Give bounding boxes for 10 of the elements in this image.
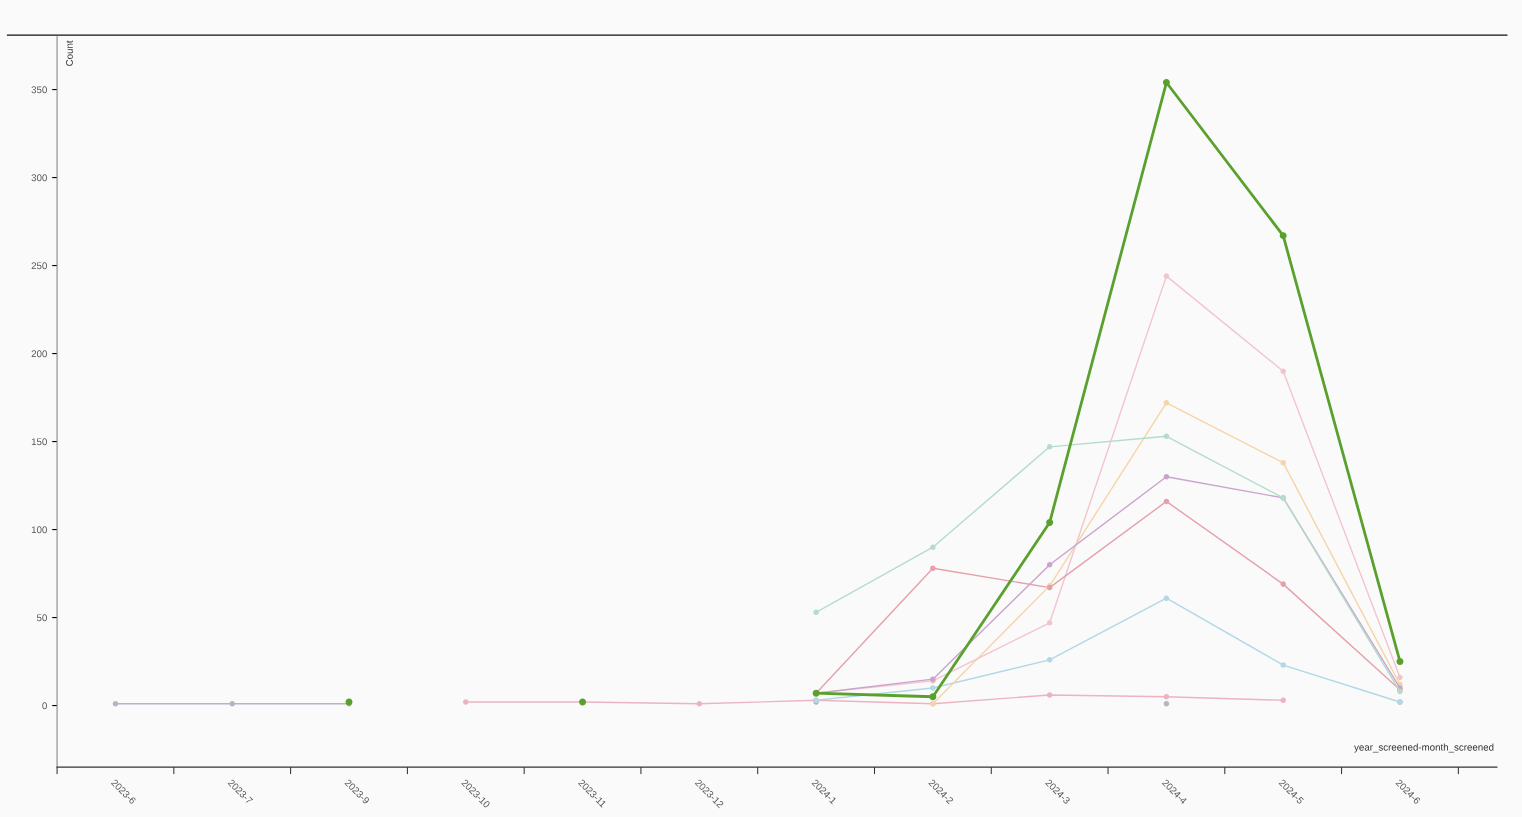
y-tick-label: 200 [31, 350, 47, 358]
y-tick-label: 100 [31, 526, 47, 534]
y-axis-title: Count [65, 40, 73, 66]
y-tick-label: 50 [36, 614, 47, 622]
y-tick-label: 250 [31, 262, 47, 270]
y-tick-label: 350 [31, 86, 47, 94]
y-tick-label: 150 [31, 438, 47, 446]
y-tick-label: 0 [42, 702, 47, 710]
y-tick-label: 300 [31, 174, 47, 182]
x-axis-title: year_screened-month_screened [1354, 743, 1494, 753]
